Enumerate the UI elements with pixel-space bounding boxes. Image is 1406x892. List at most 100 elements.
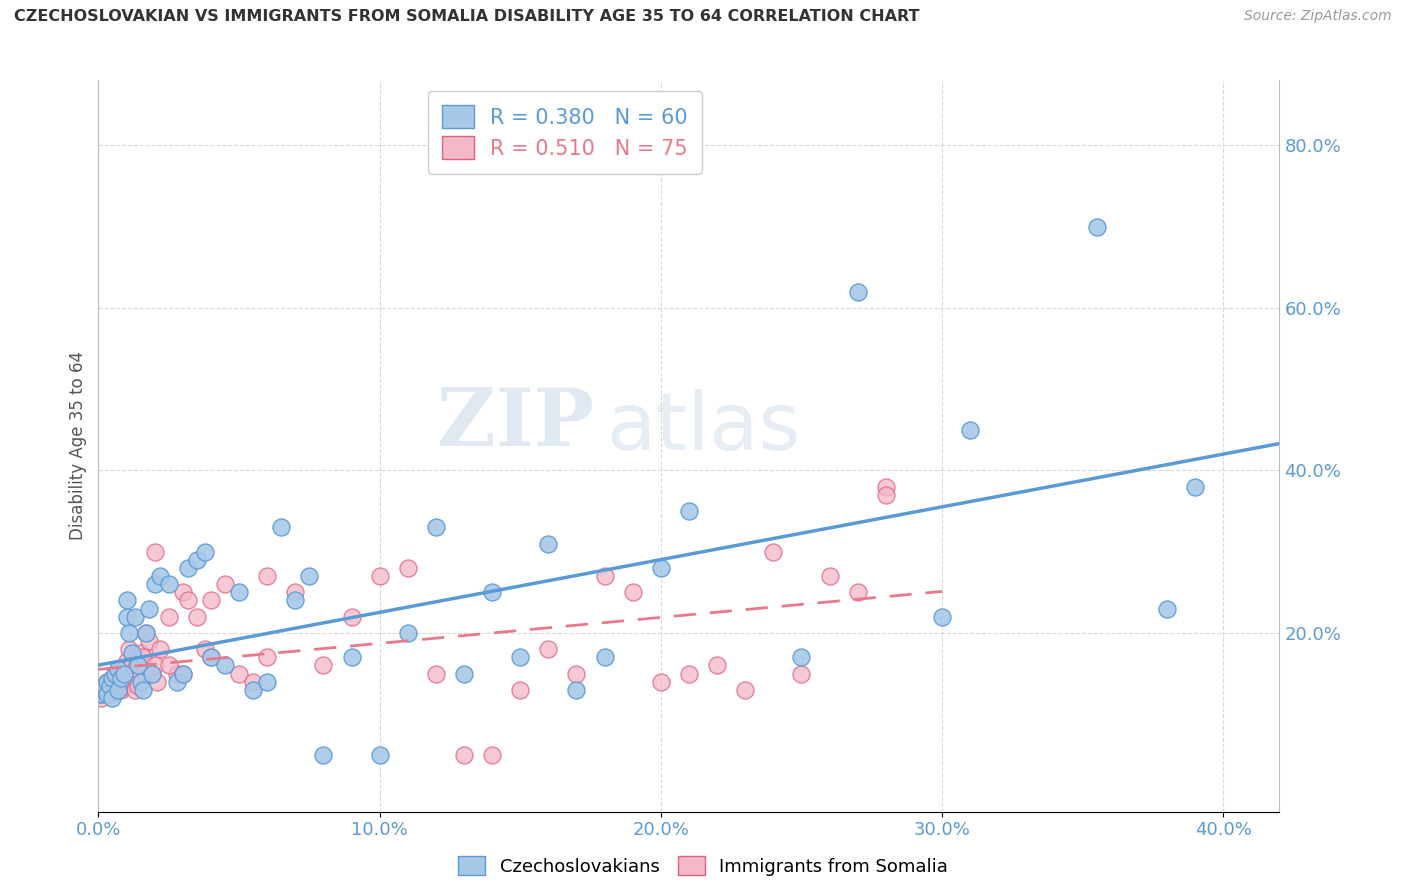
Point: [166, 674, 188, 689]
Point: [104, 666, 127, 681]
Point: [135, 626, 157, 640]
Point: [734, 682, 756, 697]
Point: [138, 601, 160, 615]
Point: [143, 544, 166, 558]
Point: [143, 658, 166, 673]
Point: [270, 520, 292, 534]
Point: [172, 666, 194, 681]
Point: [481, 585, 503, 599]
Point: [93, 679, 115, 693]
Point: [340, 650, 363, 665]
Point: [537, 536, 560, 550]
Point: [124, 663, 146, 677]
Point: [129, 666, 152, 681]
Point: [166, 666, 188, 681]
Point: [565, 682, 588, 697]
Point: [107, 682, 129, 697]
Point: [141, 666, 163, 681]
Point: [200, 650, 222, 665]
Point: [177, 561, 200, 575]
Point: [115, 593, 138, 607]
Point: [98, 679, 121, 693]
Point: [298, 569, 321, 583]
Text: ZIP: ZIP: [437, 385, 595, 463]
Point: [115, 654, 138, 668]
Point: [228, 666, 250, 681]
Point: [107, 663, 129, 677]
Point: [138, 634, 160, 648]
Point: [172, 666, 194, 681]
Y-axis label: Disability Age 35 to 64: Disability Age 35 to 64: [69, 351, 87, 541]
Point: [112, 666, 135, 681]
Point: [129, 674, 152, 689]
Point: [1156, 601, 1178, 615]
Point: [132, 682, 155, 697]
Point: [256, 650, 278, 665]
Point: [115, 674, 138, 689]
Point: [537, 642, 560, 657]
Point: [650, 674, 672, 689]
Point: [242, 674, 264, 689]
Point: [762, 544, 785, 558]
Point: [200, 593, 222, 607]
Point: [650, 561, 672, 575]
Point: [284, 593, 307, 607]
Point: [101, 687, 124, 701]
Point: [453, 747, 475, 762]
Point: [104, 666, 127, 681]
Point: [509, 682, 531, 697]
Point: [846, 285, 869, 299]
Point: [453, 666, 475, 681]
Point: [565, 666, 588, 681]
Point: [132, 650, 155, 665]
Point: [481, 747, 503, 762]
Point: [110, 671, 132, 685]
Point: [98, 679, 121, 693]
Point: [93, 682, 115, 697]
Point: [1085, 219, 1108, 234]
Point: [157, 609, 180, 624]
Point: [214, 577, 236, 591]
Point: [1184, 480, 1206, 494]
Point: [959, 423, 981, 437]
Point: [149, 642, 172, 657]
Point: [143, 577, 166, 591]
Point: [146, 674, 169, 689]
Point: [110, 682, 132, 697]
Point: [157, 658, 180, 673]
Point: [93, 682, 115, 697]
Point: [790, 666, 813, 681]
Point: [790, 650, 813, 665]
Legend: Czechoslovakians, Immigrants from Somalia: Czechoslovakians, Immigrants from Somali…: [451, 849, 955, 883]
Point: [90, 690, 112, 705]
Point: [118, 642, 141, 657]
Point: [186, 553, 208, 567]
Point: [121, 674, 143, 689]
Legend: R = 0.380   N = 60, R = 0.510   N = 75: R = 0.380 N = 60, R = 0.510 N = 75: [427, 91, 703, 174]
Point: [931, 609, 953, 624]
Point: [214, 658, 236, 673]
Point: [107, 679, 129, 693]
Point: [593, 569, 616, 583]
Point: [101, 671, 124, 685]
Point: [90, 687, 112, 701]
Point: [194, 642, 217, 657]
Point: [96, 674, 118, 689]
Point: [129, 646, 152, 660]
Point: [425, 666, 447, 681]
Point: [200, 650, 222, 665]
Point: [104, 682, 127, 697]
Point: [96, 687, 118, 701]
Point: [846, 585, 869, 599]
Point: [284, 585, 307, 599]
Point: [593, 650, 616, 665]
Point: [396, 561, 419, 575]
Point: [118, 671, 141, 685]
Point: [112, 671, 135, 685]
Point: [621, 585, 644, 599]
Point: [96, 687, 118, 701]
Point: [340, 609, 363, 624]
Point: [172, 585, 194, 599]
Point: [127, 658, 149, 673]
Point: [678, 666, 700, 681]
